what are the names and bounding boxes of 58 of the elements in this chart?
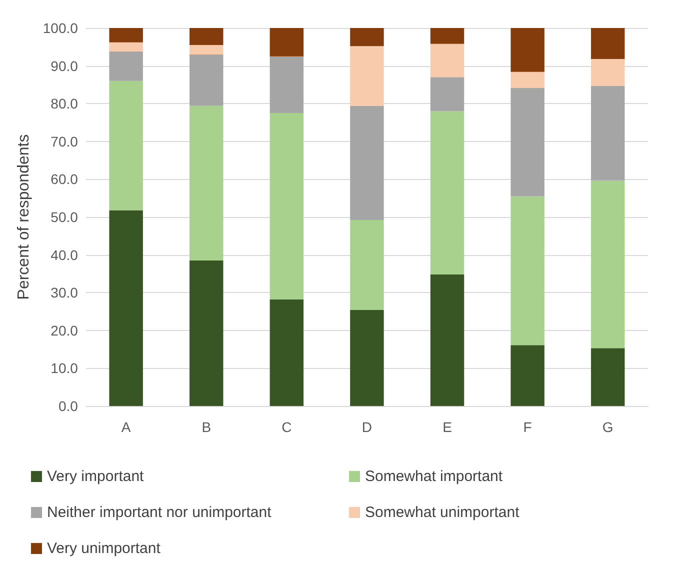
legend-label: Very unimportant <box>47 540 162 557</box>
bar <box>350 220 384 310</box>
bar <box>190 54 224 106</box>
y-tick-label: 50.0 <box>50 209 78 225</box>
y-tick-label: 60.0 <box>50 171 78 188</box>
bar <box>109 51 143 81</box>
bar <box>590 28 625 59</box>
bar <box>510 88 544 196</box>
y-tick-label: 100.0 <box>42 20 78 36</box>
bar <box>430 28 464 44</box>
bar <box>590 348 625 406</box>
bar <box>510 196 544 346</box>
y-tick-label: 0.0 <box>58 398 78 414</box>
bar <box>270 113 304 300</box>
y-tick-label: 30.0 <box>50 284 78 301</box>
x-tick-label: G <box>602 419 614 435</box>
bar <box>190 260 224 406</box>
legend-label: Neither important nor unimportant <box>47 504 272 521</box>
x-tick-label: A <box>121 419 132 435</box>
bar <box>590 180 625 348</box>
x-tick-label: C <box>282 419 292 435</box>
bar <box>350 28 384 46</box>
bar <box>109 42 143 52</box>
x-tick-label: D <box>362 419 372 435</box>
bar <box>350 46 384 106</box>
y-axis-title: Percent of respondents <box>16 134 32 300</box>
y-tick-label: 80.0 <box>50 96 78 112</box>
y-tick-label: 40.0 <box>50 246 78 263</box>
bar <box>510 345 544 406</box>
bar <box>590 86 625 180</box>
bar <box>430 111 464 274</box>
bar <box>109 28 143 42</box>
bar <box>430 274 464 406</box>
bar <box>190 105 224 260</box>
legend-label: Somewhat important <box>365 468 504 485</box>
legend-label: Somewhat unimportant <box>365 504 520 521</box>
bar <box>109 80 143 210</box>
x-tick-label: E <box>442 419 452 435</box>
x-tick-label: F <box>523 419 532 435</box>
bar <box>510 28 544 72</box>
bar <box>190 28 224 46</box>
y-tick-label: 70.0 <box>50 133 78 150</box>
bar <box>430 44 464 78</box>
bar <box>350 106 384 220</box>
y-tick-label: 90.0 <box>50 58 78 74</box>
legend-label: Very important <box>47 468 145 485</box>
bar <box>109 210 143 406</box>
bar <box>190 45 224 54</box>
bar <box>270 56 304 114</box>
bar <box>270 299 304 406</box>
bar <box>590 58 625 86</box>
y-tick-label: 10.0 <box>50 360 78 376</box>
bar <box>510 72 544 88</box>
bar <box>270 28 304 56</box>
bar <box>430 77 464 112</box>
y-tick-label: 20.0 <box>50 322 78 338</box>
x-tick-label: B <box>202 419 212 435</box>
bar <box>350 310 384 406</box>
